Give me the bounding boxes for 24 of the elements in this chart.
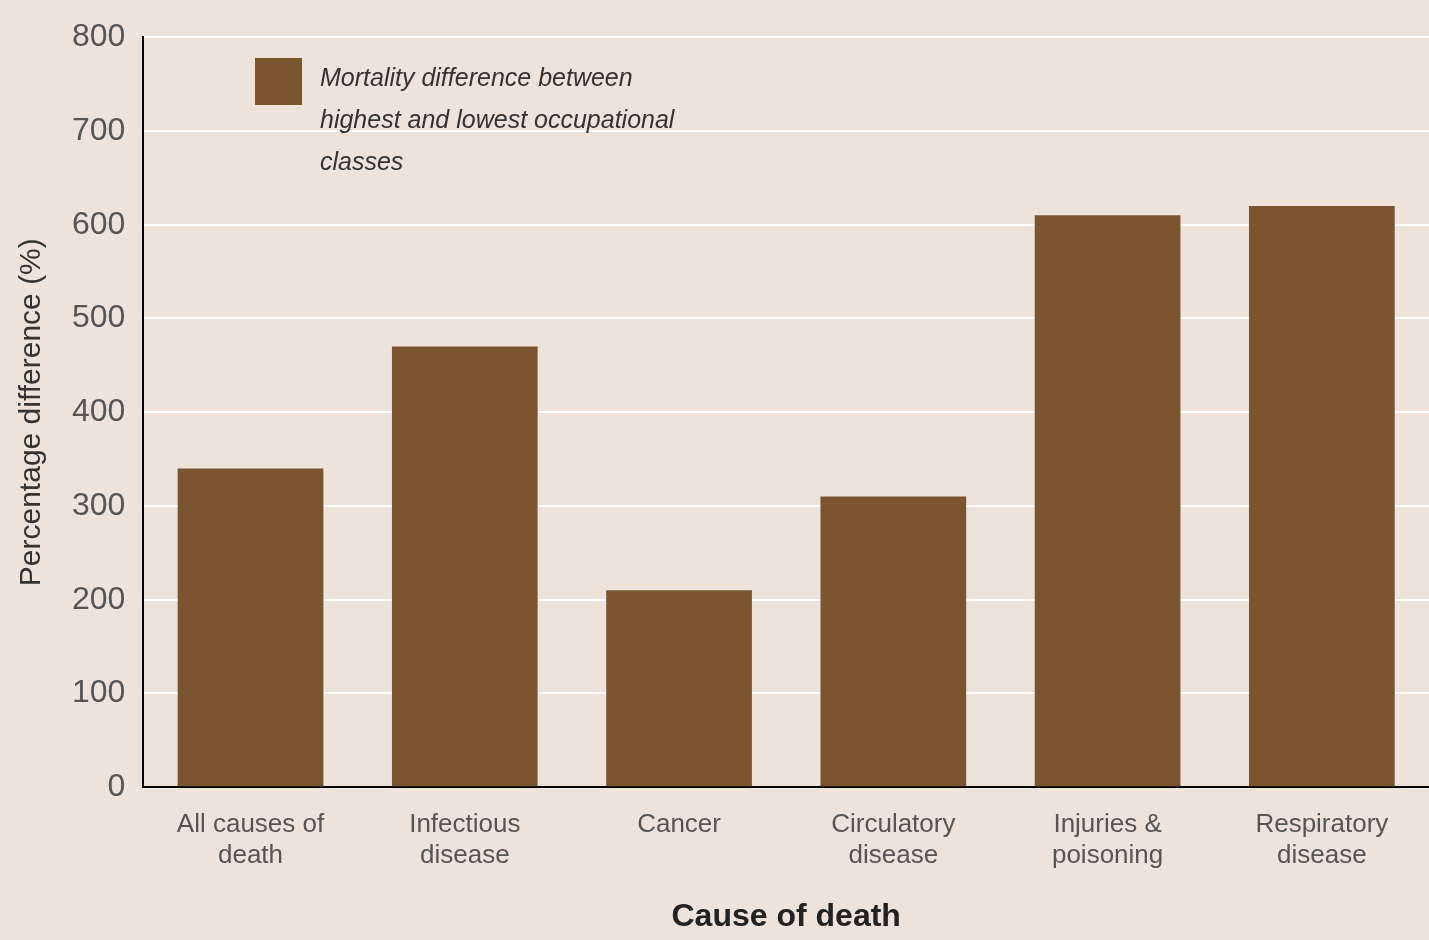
y-tick-label: 0	[107, 767, 126, 804]
x-tick-label: Infectious disease	[409, 807, 521, 870]
x-tick-label: Injuries & poisoning	[1051, 807, 1164, 870]
bar	[1034, 215, 1181, 787]
x-tick-label: All causes of death	[176, 807, 325, 870]
legend-label: Mortality difference between highest and lowest occupational classes	[320, 62, 676, 177]
y-tick-label: 200	[72, 579, 126, 616]
y-tick-label: 400	[72, 392, 126, 429]
y-tick-label: 800	[72, 17, 126, 54]
x-tick-label: Cancer	[637, 807, 722, 838]
y-tick-label: 700	[72, 110, 126, 147]
bar	[391, 346, 538, 787]
y-tick-label: 500	[72, 298, 126, 335]
bar	[177, 468, 324, 787]
bar	[820, 496, 967, 787]
x-axis-title: Cause of death	[671, 896, 901, 933]
y-tick-label: 600	[72, 204, 126, 241]
bar	[606, 590, 752, 787]
y-tick-label: 100	[72, 673, 126, 710]
x-tick-label: Circulatory disease	[831, 807, 956, 870]
x-tick-label: Respiratory disease	[1255, 807, 1389, 870]
bar	[1249, 205, 1395, 787]
y-tick-label: 300	[72, 485, 126, 522]
y-axis-title: Percentage difference (%)	[13, 238, 47, 587]
